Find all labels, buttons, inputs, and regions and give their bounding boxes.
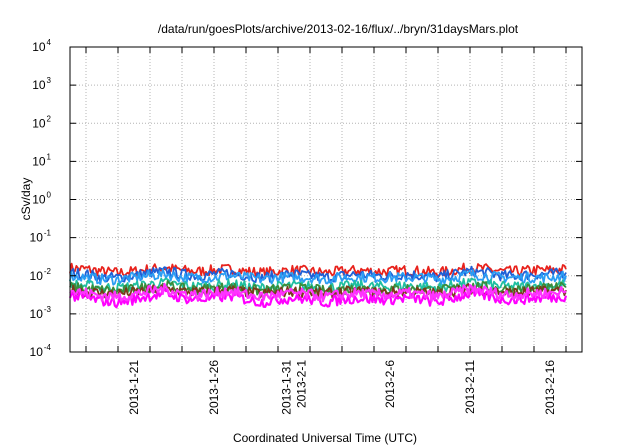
y-tick-label: 103 — [32, 76, 51, 92]
x-tick-label: 2013-1-21 — [127, 360, 141, 415]
x-tick-label: 2013-2-1 — [295, 360, 309, 408]
x-tick-label: 2013-2-11 — [463, 360, 477, 414]
y-tick-label: 10-4 — [30, 343, 52, 359]
y-tick-label: 102 — [32, 114, 51, 130]
x-tick-label: 2013-2-16 — [543, 360, 557, 415]
x-tick-label: 2013-1-26 — [207, 360, 221, 415]
y-tick-label: 104 — [32, 38, 51, 54]
y-axis: 10-4 10-3 10-2 10-1 100 101 102 103 104 — [30, 38, 582, 359]
x-tick-label: 2013-2-6 — [383, 360, 397, 408]
y-tick-label: 101 — [32, 152, 51, 168]
x-axis: 2013-1-21 2013-1-26 2013-1-31 2013-2-1 2013-… — [85, 47, 567, 415]
y-tick-label: 10-3 — [30, 305, 52, 321]
y-tick-label: 10-1 — [30, 229, 52, 245]
series-line-8 — [69, 282, 567, 303]
chart-title: /data/run/goesPlots/archive/2013-02-16/f… — [158, 22, 519, 36]
y-tick-label: 100 — [32, 191, 51, 207]
y-tick-label: 10-2 — [30, 267, 52, 283]
y-axis-label: cSv/day — [19, 178, 33, 221]
x-tick-label: 2013-1-31 — [280, 360, 294, 415]
series-line-2 — [69, 265, 567, 284]
series-lines — [68, 262, 568, 309]
x-axis-label: Coordinated Universal Time (UTC) — [233, 431, 417, 445]
series-line-3 — [69, 268, 567, 286]
